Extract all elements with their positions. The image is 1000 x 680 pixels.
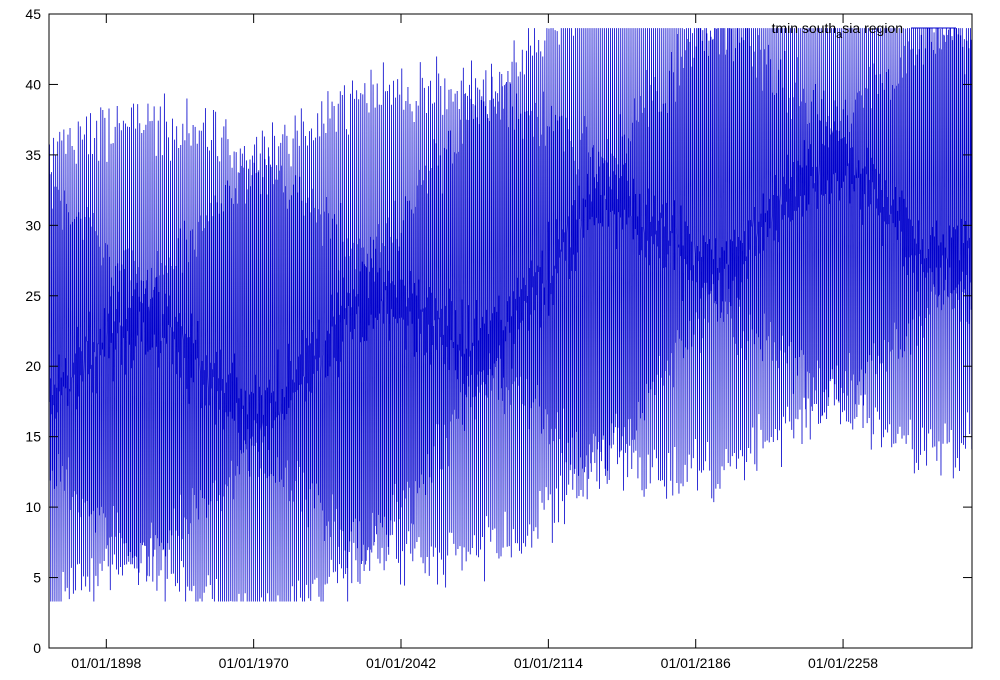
y-tick-label: 10 [25,499,41,515]
x-tick-label: 01/01/2186 [661,655,731,671]
series-layer [48,28,973,602]
y-tick-label: 35 [25,147,41,163]
legend-label: tmin southasia region [772,20,903,41]
y-tick-label: 45 [25,6,41,22]
x-tick-label: 01/01/2258 [808,655,878,671]
x-tick-label: 01/01/2114 [514,655,583,671]
plot-frame [48,13,973,649]
x-axis: 01/01/1898 01/01/1970 01/01/2042 01/01/2114… [71,14,878,671]
y-tick-label: 20 [25,358,41,374]
y-tick-label: 15 [25,429,41,445]
y-tick-label: 30 [25,217,41,233]
y-tick-label: 5 [33,570,41,586]
y-axis: 0 5 10 15 20 25 30 35 40 45 [25,6,972,656]
y-tick-label: 0 [33,640,41,656]
series-line-tmin [48,28,973,602]
legend-subscript: a [836,29,843,41]
y-tick-label: 25 [25,288,41,304]
legend: tmin southasia region [772,20,956,41]
x-tick-label: 01/01/2042 [366,655,436,671]
y-tick-label: 40 [25,76,41,92]
x-tick-label: 01/01/1898 [71,655,141,671]
x-tick-label: 01/01/1970 [219,655,289,671]
